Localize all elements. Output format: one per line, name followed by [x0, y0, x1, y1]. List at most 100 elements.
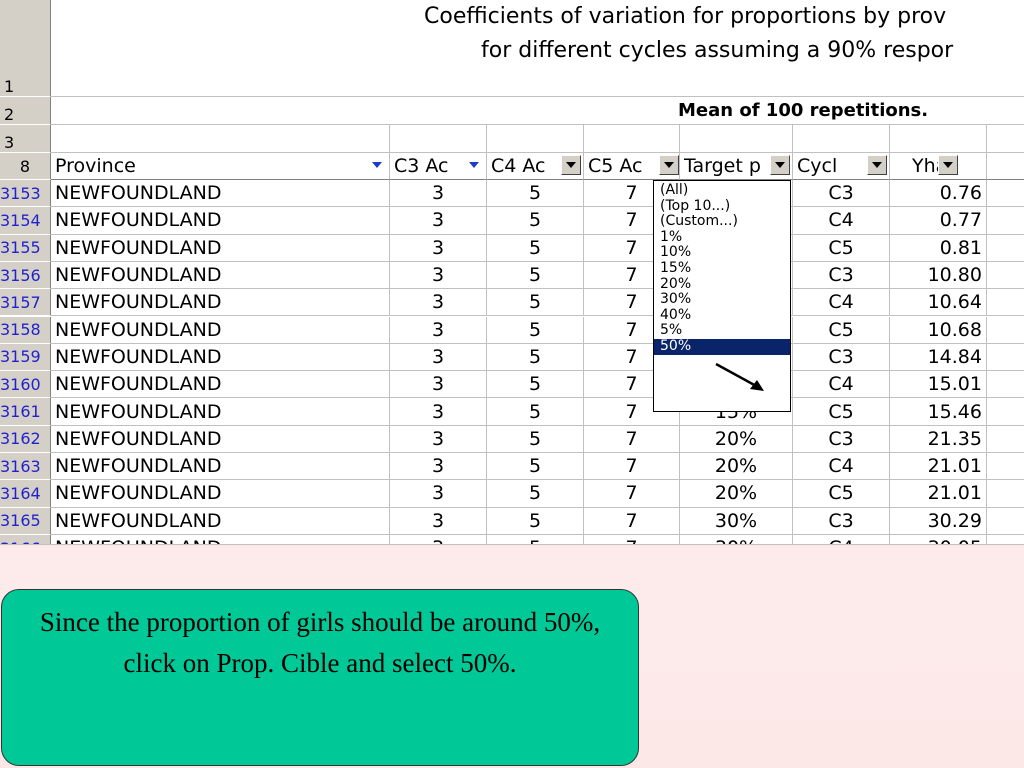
- filter-dropdown-list[interactable]: (All) (Top 10...) (Custom...) 1% 10% 15% 20% 30…: [653, 180, 791, 412]
- dropdown-option[interactable]: (All): [660, 182, 689, 198]
- cell-yhat[interactable]: 14.84: [890, 343, 987, 372]
- title-cell[interactable]: Coefficients of variation for proportion…: [51, 0, 1024, 97]
- cell-c3[interactable]: 3: [390, 398, 487, 426]
- column-header-target[interactable]: Target p: [680, 153, 793, 180]
- cell[interactable]: [987, 508, 1024, 535]
- cell-target[interactable]: 20%: [680, 425, 793, 453]
- filter-active-dropdown-icon[interactable]: [367, 155, 387, 175]
- column-header-c3[interactable]: C3 Ac: [390, 153, 487, 180]
- cell-yhat[interactable]: 10.68: [890, 316, 987, 344]
- dropdown-option[interactable]: 5%: [660, 322, 683, 339]
- cell-c5[interactable]: 7: [584, 507, 680, 535]
- cell-yhat[interactable]: 0.77: [890, 207, 987, 235]
- row-header[interactable]: 3159: [0, 343, 51, 372]
- cell[interactable]: [987, 317, 1024, 344]
- cell-c4[interactable]: 5: [487, 261, 584, 290]
- cell-c3[interactable]: 3: [390, 316, 487, 344]
- cell[interactable]: [793, 125, 890, 153]
- cell-cycle[interactable]: C4: [793, 453, 890, 481]
- cell-c3[interactable]: 3: [390, 507, 487, 535]
- cell-province[interactable]: NEWFOUNDLAND: [51, 234, 390, 262]
- cell[interactable]: [390, 125, 487, 153]
- dropdown-option[interactable]: 20%: [660, 275, 692, 292]
- cell-c3[interactable]: 3: [390, 207, 487, 235]
- cell-c3[interactable]: 3: [390, 453, 487, 481]
- cell-c5[interactable]: 7: [584, 398, 680, 426]
- cell[interactable]: [890, 125, 987, 153]
- filter-dropdown-icon[interactable]: [770, 155, 790, 175]
- cell-c3[interactable]: 3: [390, 480, 487, 508]
- row-header[interactable]: 3161: [0, 398, 51, 426]
- row-header[interactable]: 3162: [0, 425, 51, 453]
- row-header[interactable]: 3163: [0, 453, 51, 481]
- row-header[interactable]: 3166: [0, 534, 51, 544]
- cell-cycle[interactable]: C5: [793, 398, 890, 426]
- cell-c4[interactable]: 5: [487, 398, 584, 426]
- cell-c3[interactable]: 3: [390, 234, 487, 262]
- cell-target[interactable]: 30%: [680, 507, 793, 535]
- cell-province[interactable]: NEWFOUNDLAND: [51, 207, 390, 235]
- cell-cycle[interactable]: C3: [793, 507, 890, 535]
- dropdown-option[interactable]: 40%: [660, 306, 692, 323]
- cell[interactable]: [987, 398, 1024, 426]
- cell-yhat[interactable]: 15.46: [890, 398, 987, 426]
- cell-cycle[interactable]: C3: [793, 180, 890, 208]
- cell[interactable]: [987, 125, 1024, 153]
- cell-cycle[interactable]: C3: [793, 261, 890, 290]
- cell-c5[interactable]: 7: [584, 534, 680, 544]
- cell-yhat[interactable]: 21.01: [890, 480, 987, 508]
- cell[interactable]: [987, 344, 1024, 372]
- filter-active-dropdown-icon[interactable]: [464, 155, 484, 175]
- cell-yhat[interactable]: 21.01: [890, 453, 987, 481]
- cell-cycle[interactable]: C4: [793, 534, 890, 544]
- cell[interactable]: [987, 453, 1024, 481]
- cell-c4[interactable]: 5: [487, 534, 584, 544]
- dropdown-option[interactable]: 10%: [660, 244, 692, 261]
- filter-dropdown-icon[interactable]: [659, 155, 679, 175]
- cell-target[interactable]: 20%: [680, 480, 793, 508]
- cell-province[interactable]: NEWFOUNDLAND: [51, 289, 390, 317]
- cell-cycle[interactable]: C4: [793, 207, 890, 235]
- cell[interactable]: [987, 289, 1024, 317]
- row-header[interactable]: 8: [0, 153, 51, 180]
- row-header[interactable]: 3164: [0, 480, 51, 508]
- cell-province[interactable]: NEWFOUNDLAND: [51, 534, 390, 544]
- cell-c4[interactable]: 5: [487, 207, 584, 235]
- cell-c3[interactable]: 3: [390, 180, 487, 208]
- row-header[interactable]: 3155: [0, 234, 51, 262]
- row-header[interactable]: 3160: [0, 371, 51, 399]
- cell-cycle[interactable]: C3: [793, 343, 890, 372]
- cell-province[interactable]: NEWFOUNDLAND: [51, 371, 390, 399]
- cell[interactable]: [584, 125, 680, 153]
- column-header-c5[interactable]: C5 Ac: [584, 153, 680, 180]
- row-header[interactable]: 3157: [0, 289, 51, 317]
- dropdown-option[interactable]: 15%: [660, 259, 692, 276]
- cell-cycle[interactable]: C4: [793, 289, 890, 317]
- row-header[interactable]: 3165: [0, 507, 51, 535]
- cell[interactable]: [987, 153, 1024, 180]
- cell-c5[interactable]: 7: [584, 453, 680, 481]
- cell[interactable]: [51, 125, 390, 153]
- dropdown-option[interactable]: 30%: [660, 291, 692, 308]
- cell[interactable]: [987, 207, 1024, 235]
- row-header[interactable]: 3158: [0, 316, 51, 344]
- cell-province[interactable]: NEWFOUNDLAND: [51, 480, 390, 508]
- cell-yhat[interactable]: 15.01: [890, 371, 987, 399]
- row-header[interactable]: 1: [0, 0, 51, 97]
- cell-c4[interactable]: 5: [487, 343, 584, 372]
- cell[interactable]: [987, 480, 1024, 508]
- cell[interactable]: [680, 125, 793, 153]
- dropdown-option[interactable]: (Top 10...): [660, 197, 731, 214]
- cell-c4[interactable]: 5: [487, 180, 584, 208]
- cell-province[interactable]: NEWFOUNDLAND: [51, 425, 390, 453]
- cell-province[interactable]: NEWFOUNDLAND: [51, 453, 390, 481]
- cell-c3[interactable]: 3: [390, 261, 487, 290]
- cell-c4[interactable]: 5: [487, 234, 584, 262]
- cell-yhat[interactable]: 30.05: [890, 534, 987, 544]
- row-header[interactable]: 3153: [0, 180, 51, 208]
- cell-c3[interactable]: 3: [390, 289, 487, 317]
- cell-yhat[interactable]: 21.35: [890, 425, 987, 453]
- dropdown-option[interactable]: 50%: [654, 338, 790, 355]
- cell-c4[interactable]: 5: [487, 453, 584, 481]
- row-header[interactable]: 2: [0, 97, 51, 125]
